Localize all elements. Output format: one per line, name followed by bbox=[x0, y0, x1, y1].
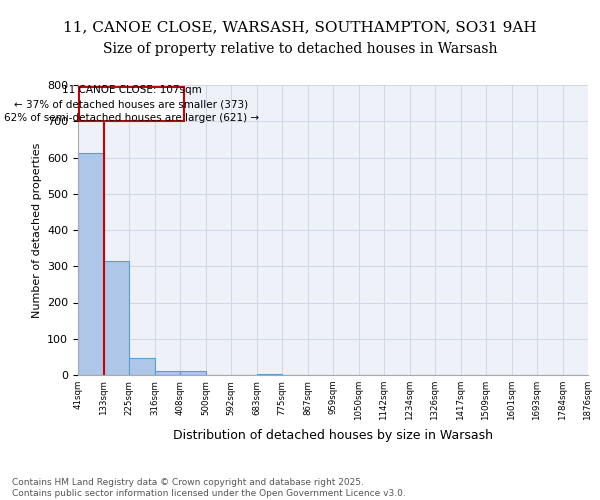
Text: Contains HM Land Registry data © Crown copyright and database right 2025.
Contai: Contains HM Land Registry data © Crown c… bbox=[12, 478, 406, 498]
Text: 11 CANOE CLOSE: 107sqm
← 37% of detached houses are smaller (373)
62% of semi-de: 11 CANOE CLOSE: 107sqm ← 37% of detached… bbox=[4, 85, 259, 123]
Bar bbox=[257, 374, 282, 375]
Bar bbox=[155, 372, 180, 375]
Bar bbox=[180, 372, 205, 375]
FancyBboxPatch shape bbox=[79, 87, 184, 121]
Bar bbox=[104, 261, 129, 375]
Y-axis label: Number of detached properties: Number of detached properties bbox=[32, 142, 41, 318]
Bar bbox=[78, 153, 104, 375]
Bar bbox=[129, 358, 155, 375]
X-axis label: Distribution of detached houses by size in Warsash: Distribution of detached houses by size … bbox=[173, 428, 493, 442]
Text: Size of property relative to detached houses in Warsash: Size of property relative to detached ho… bbox=[103, 42, 497, 56]
Text: 11, CANOE CLOSE, WARSASH, SOUTHAMPTON, SO31 9AH: 11, CANOE CLOSE, WARSASH, SOUTHAMPTON, S… bbox=[63, 20, 537, 34]
